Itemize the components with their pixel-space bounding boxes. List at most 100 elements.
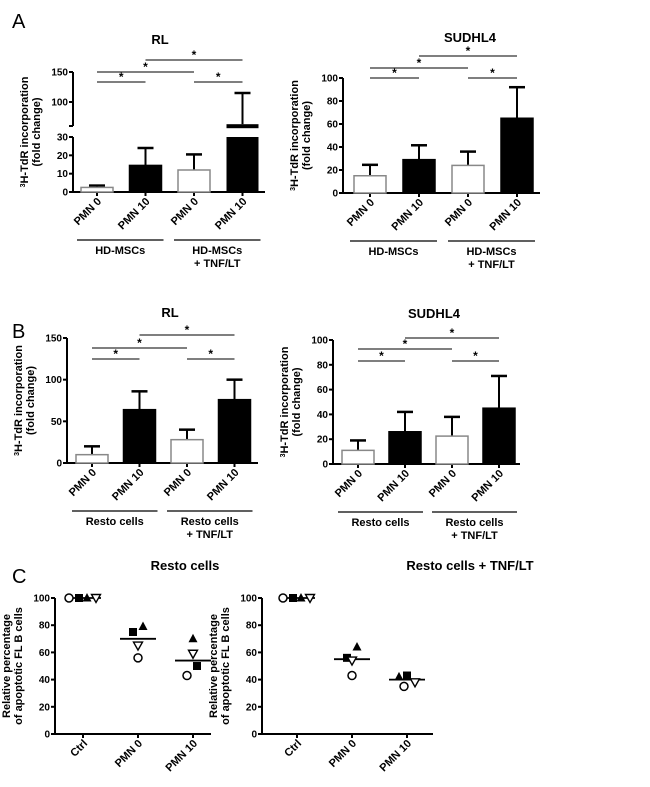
point-filled-triangle [188, 633, 198, 643]
y-axis-label-line2: (fold change) [301, 101, 313, 170]
y-axis-label-text: Relative percentage [1, 614, 13, 718]
y-axis-label-superscript: 3 [290, 187, 297, 191]
point-filled-square [289, 594, 297, 602]
y-tick-label: 0 [322, 460, 328, 471]
y-axis-label-superscript: 3 [20, 183, 27, 187]
significance-star: * [143, 60, 148, 74]
y-tick-label: 20 [39, 702, 51, 713]
bar [128, 164, 163, 193]
point-open-circle [399, 681, 409, 692]
x-tick-label: PMN 10 [376, 468, 413, 505]
y-tick-label: 80 [317, 360, 329, 371]
y-tick-label: 100 [51, 98, 68, 109]
y-tick-label: 40 [39, 675, 51, 686]
y-axis-label-line2: of apoptotic FL B cells [220, 607, 232, 725]
point-open-inverted-triangle [90, 593, 102, 604]
panel-label-a: A [12, 11, 26, 33]
bar [388, 431, 422, 465]
bar [170, 438, 204, 464]
significance-star: * [466, 44, 471, 58]
y-tick-label: 100 [45, 375, 62, 386]
bar [500, 117, 534, 194]
chart-5: 0 20 40 60 80 100 Resto cells + TNF/LT Relative… [208, 558, 534, 774]
y-tick-label: 60 [317, 385, 329, 396]
y-axis-label: Relative percentage [1, 614, 13, 718]
y-tick-label: 100 [240, 594, 257, 605]
group-label: HD-MSCs [95, 245, 145, 257]
y-tick-label: 0 [62, 188, 68, 199]
y-axis-label-superscript: 3 [280, 453, 287, 457]
y-axis-label: 3H-TdR incorporation [289, 80, 301, 191]
group-label-line2: + TNF/LT [451, 530, 498, 542]
y-axis-label: 3H-TdR incorporation [19, 76, 31, 187]
chart-title: RL [151, 32, 168, 47]
bar [402, 158, 436, 194]
significance-star: * [119, 70, 124, 84]
point-open-circle [133, 653, 143, 663]
point-filled-triangle [296, 593, 306, 602]
group-label-line2: + TNF/LT [468, 259, 515, 271]
x-tick-label: PMN 0 [67, 467, 99, 499]
bar [226, 137, 259, 192]
chart-0: 0 10 20 30 100 150 RL 3H-TdR incorporation (fold… [19, 32, 265, 270]
y-tick-label: 40 [317, 410, 329, 421]
x-tick-label: PMN 10 [470, 468, 507, 505]
y-tick-label: 100 [33, 594, 50, 605]
bar [122, 408, 157, 464]
y-axis-label: 3H-TdR incorporation [13, 345, 25, 456]
y-tick-label: 0 [251, 730, 257, 741]
bar [75, 453, 109, 464]
y-tick-label: 20 [57, 151, 69, 162]
y-axis-label-text: H-TdR incorporation [19, 76, 31, 183]
point-open-inverted-triangle [346, 656, 358, 667]
y-axis-label-text: H-TdR incorporation [13, 345, 25, 452]
group-label: Resto cells [181, 516, 239, 528]
significance-star: * [113, 347, 118, 361]
bar [353, 175, 387, 194]
y-tick-label: 20 [246, 702, 258, 713]
point-filled-square [193, 662, 201, 670]
group-label: HD-MSCs [368, 246, 418, 258]
group-label-line2: + TNF/LT [194, 258, 241, 270]
bar [451, 164, 485, 194]
point-open-inverted-triangle [409, 678, 421, 689]
point-filled-triangle [138, 621, 148, 631]
group-label: HD-MSCs [466, 246, 516, 258]
point-open-circle [347, 670, 357, 681]
point-open-circle [278, 593, 288, 603]
x-tick-label: PMN 10 [390, 197, 427, 234]
y-tick-label: 100 [321, 74, 338, 85]
bar [217, 398, 252, 464]
chart-title: RL [161, 305, 178, 320]
x-tick-label: PMN 10 [164, 738, 201, 775]
y-tick-label: 60 [246, 648, 258, 659]
point-filled-square [75, 594, 83, 602]
point-open-circle [182, 670, 192, 681]
y-tick-label: 60 [327, 120, 339, 131]
y-tick-label: 80 [327, 97, 339, 108]
chart-title: SUDHL4 [444, 30, 497, 45]
y-tick-label: 50 [51, 417, 63, 428]
y-tick-label: 10 [57, 169, 69, 180]
x-tick-label: PMN 10 [378, 738, 415, 775]
x-tick-label: PMN 10 [205, 467, 242, 504]
chart-4: 0 20 40 60 80 100 Resto cells Relative percenta… [1, 558, 219, 774]
significance-star: * [417, 56, 422, 70]
x-tick-label: PMN 0 [427, 468, 459, 500]
point-open-inverted-triangle [187, 649, 199, 660]
group-label: Resto cells [86, 516, 144, 528]
x-tick-label: PMN 10 [110, 467, 147, 504]
y-tick-label: 30 [57, 133, 69, 144]
significance-star: * [403, 337, 408, 351]
y-tick-label: 0 [56, 459, 62, 470]
x-tick-label: PMN 10 [213, 196, 250, 233]
y-tick-label: 150 [51, 68, 68, 79]
y-tick-label: 40 [327, 143, 339, 154]
x-tick-label: PMN 0 [443, 197, 475, 229]
significance-star: * [216, 70, 221, 84]
y-axis-label: 3H-TdR incorporation [279, 346, 291, 457]
point-open-inverted-triangle [304, 593, 316, 604]
significance-star: * [192, 48, 197, 62]
chart-2: 0 50 100 150 RL 3H-TdR incorporation (fold cha… [13, 305, 258, 541]
y-tick-label: 80 [246, 621, 258, 632]
